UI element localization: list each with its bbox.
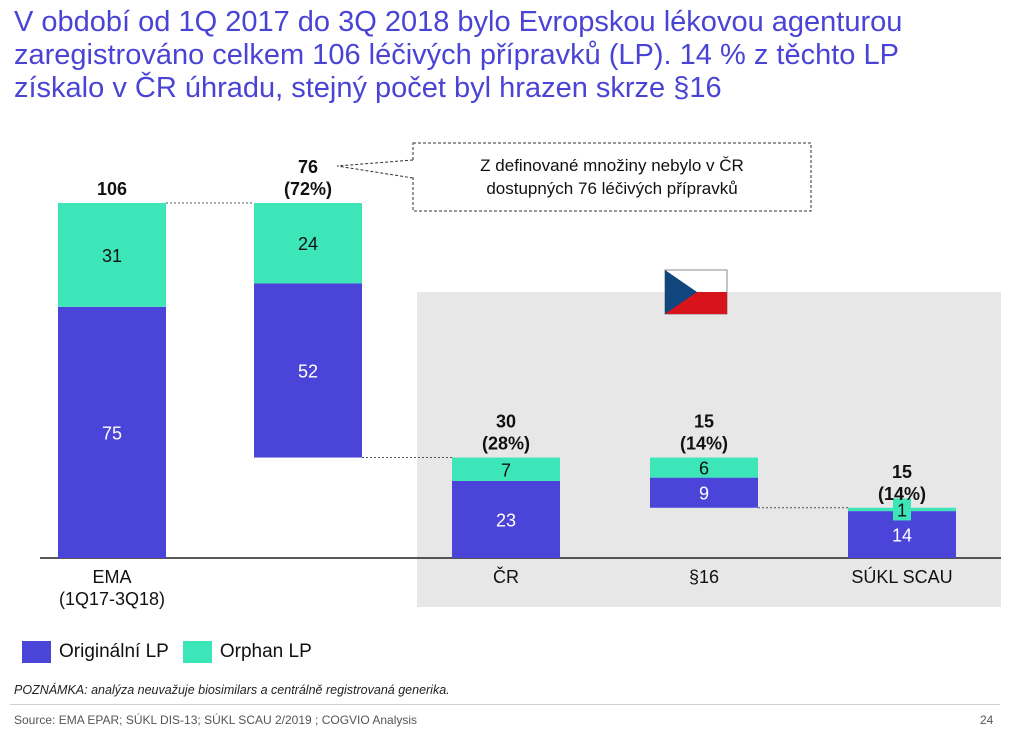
bar-orphan [58, 203, 166, 307]
bar-original [58, 306, 166, 558]
legend-item-orphan: Orphan LP [182, 641, 312, 663]
data-label-original: 23 [496, 510, 516, 530]
bar-original [650, 477, 758, 508]
data-label-orphan-bg [893, 498, 911, 521]
bar-original [254, 283, 362, 458]
data-label-orphan: 1 [897, 500, 907, 520]
data-label-orphan: 24 [298, 234, 318, 254]
category-label: ČR [493, 566, 519, 587]
flag-blue [665, 270, 697, 314]
title-line: V období od 1Q 2017 do 3Q 2018 bylo Evro… [14, 6, 903, 38]
page-title: V období od 1Q 2017 do 3Q 2018 bylo Evro… [14, 6, 1014, 105]
chart-legend: Originální LP Orphan LP [22, 641, 326, 663]
legend-label-original: Originální LP [59, 641, 169, 662]
waterfall-chart: 75 31 106 EMA(1Q17-3Q18) 52 24 76(72%) 23 7 30(28… [40, 142, 1001, 609]
data-label-original: 52 [298, 361, 318, 381]
data-label-original: 9 [699, 484, 709, 504]
total-label: 76 [298, 157, 318, 177]
bar-original [452, 480, 560, 558]
total-label: 15 [892, 462, 912, 482]
callout-box [412, 142, 812, 212]
bar-orphan [650, 457, 758, 478]
category-label: §16 [689, 567, 719, 587]
category-label: (1Q17-3Q18) [59, 589, 165, 609]
legend-label-orphan: Orphan LP [219, 641, 312, 662]
footnote-prefix: POZNÁMKA: [14, 683, 88, 697]
total-label: 30 [496, 412, 516, 432]
callout-text: dostupných 76 léčivých přípravků [486, 179, 737, 198]
total-label: (14%) [680, 434, 728, 454]
total-label: 106 [97, 179, 127, 199]
total-label: (28%) [482, 434, 530, 454]
callout-text: Z definované množiny nebylo v ČR [480, 156, 744, 175]
data-label-orphan: 7 [501, 460, 511, 480]
footnote-text: analýza neuvažuje biosimilars a centráln… [87, 683, 450, 697]
data-label-original: 75 [102, 423, 122, 443]
footer-divider [10, 704, 1000, 705]
source-line: Source: EMA EPAR; SÚKL DIS-13; SÚKL SCAU… [14, 713, 418, 727]
total-label: 15 [694, 412, 714, 432]
category-label: SÚKL SCAU [851, 566, 952, 587]
bar-orphan [254, 203, 362, 284]
legend-swatch-original [22, 641, 51, 663]
title-line: zaregistrováno celkem 106 léčivých přípr… [14, 39, 899, 71]
legend-swatch-orphan [182, 641, 212, 663]
callout-pointer [336, 159, 414, 179]
czech-flag-icon [664, 269, 728, 315]
title-line: získalo v ČR úhradu, stejný počet byl hr… [14, 72, 722, 104]
data-label-orphan: 31 [102, 246, 122, 266]
total-label: (14%) [878, 484, 926, 504]
data-label-original: 14 [892, 526, 912, 546]
page-number: 24 [980, 713, 994, 727]
total-label: (72%) [284, 179, 332, 199]
footnote: POZNÁMKA: analýza neuvažuje biosimilars … [14, 683, 450, 697]
bar-orphan [452, 457, 560, 481]
data-label-orphan: 6 [699, 459, 709, 479]
legend-item-original: Originální LP [22, 641, 169, 663]
category-label: EMA [92, 567, 131, 587]
